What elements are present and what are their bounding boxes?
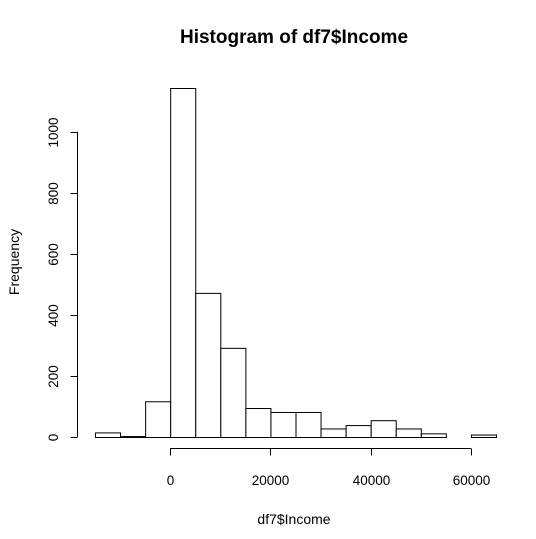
histogram-bar bbox=[370, 420, 397, 439]
y-tick-label: 1000 bbox=[46, 117, 61, 147]
x-tick-label: 60000 bbox=[453, 473, 491, 488]
histogram-bar bbox=[245, 407, 272, 439]
histogram-bar bbox=[395, 428, 422, 438]
histogram-bar bbox=[170, 88, 197, 438]
x-tick-label: 40000 bbox=[353, 473, 391, 488]
bars-group bbox=[95, 88, 497, 439]
histogram-bar bbox=[295, 411, 322, 438]
x-tick-label: 0 bbox=[167, 473, 175, 488]
y-axis-label: Frequency bbox=[6, 229, 22, 295]
histogram-bar bbox=[220, 347, 247, 438]
histogram-bar bbox=[270, 411, 297, 438]
y-tick-label: 800 bbox=[46, 182, 61, 205]
histogram-bar bbox=[145, 401, 172, 439]
x-tick-label: 20000 bbox=[252, 473, 290, 488]
chart-title: Histogram of df7$Income bbox=[180, 27, 408, 48]
y-tick-label: 200 bbox=[46, 365, 61, 388]
y-tick-label: 0 bbox=[46, 434, 61, 442]
y-tick-label: 600 bbox=[46, 243, 61, 266]
histogram-bar bbox=[470, 434, 497, 439]
histogram-bar bbox=[345, 425, 372, 438]
x-axis-label: df7$Income bbox=[257, 511, 330, 527]
histogram-bar bbox=[95, 432, 122, 439]
x-axis: 0 20000 40000 60000 bbox=[167, 448, 491, 488]
y-tick-label: 400 bbox=[46, 304, 61, 327]
histogram-bar bbox=[195, 292, 222, 438]
y-axis: 0 200 400 600 800 1000 bbox=[46, 117, 78, 441]
histogram-bar bbox=[420, 433, 447, 439]
histogram-bar bbox=[320, 428, 347, 438]
histogram-bar bbox=[120, 436, 147, 438]
